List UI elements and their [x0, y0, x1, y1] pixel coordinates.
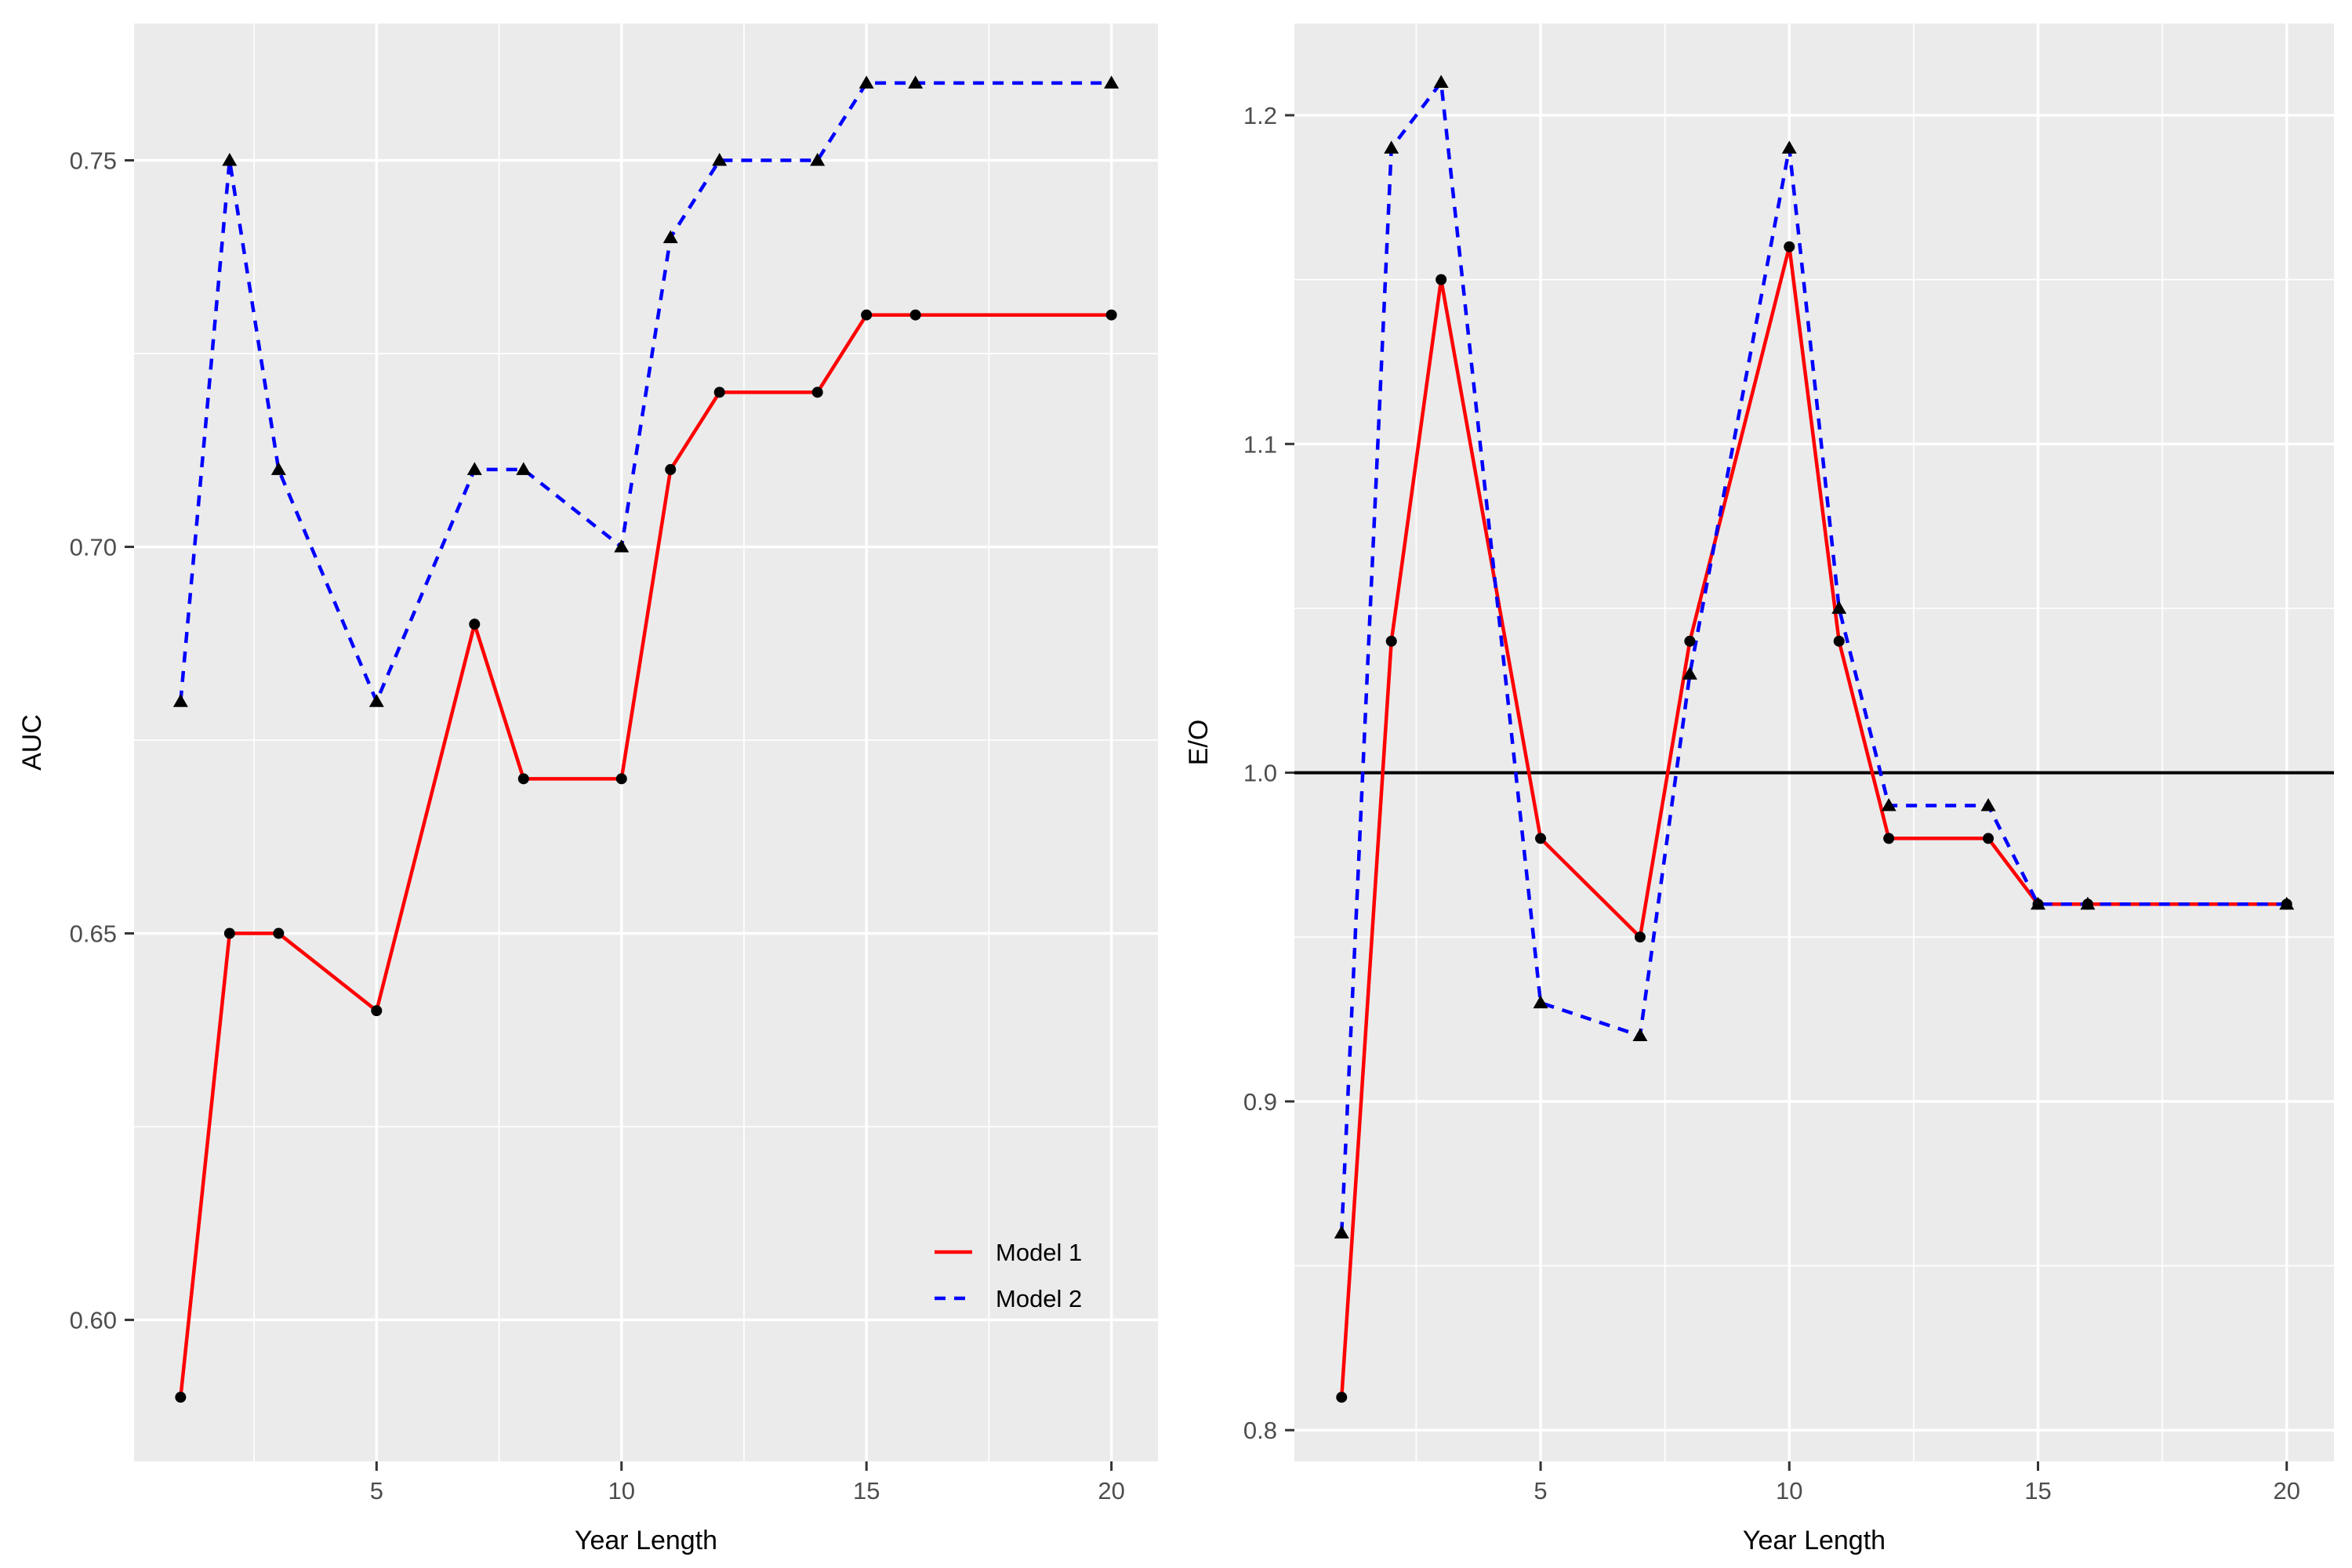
- legend: Model 1 Model 2: [935, 1239, 1082, 1312]
- data-point-triangle-model-2: [1334, 1225, 1349, 1239]
- data-point-triangle-model-2: [712, 153, 728, 166]
- data-point-circle-model-1: [1436, 274, 1447, 285]
- data-point-circle-model-1: [1535, 833, 1547, 844]
- y-tick-label: 1.2: [1243, 102, 1277, 129]
- data-point-circle-model-1: [469, 619, 481, 630]
- chart-left: 5 10 15 20 0.60 0.65 0.70 0.75 Year Length AUC Mod…: [17, 24, 1158, 1555]
- data-point-circle-model-1: [273, 927, 285, 939]
- x-tick-label: 5: [1534, 1477, 1547, 1504]
- y-axis-title: E/O: [1184, 720, 1214, 766]
- data-point-circle-model-1: [1833, 635, 1845, 647]
- legend-label-model2: Model 2: [996, 1285, 1082, 1312]
- data-point-triangle-model-2: [1831, 601, 1847, 614]
- data-point-triangle-model-2: [1682, 666, 1697, 680]
- data-point-circle-model-1: [909, 309, 921, 321]
- x-tick-label: 10: [608, 1477, 635, 1504]
- data-point-circle-model-1: [811, 387, 823, 398]
- x-tick-label: 15: [2024, 1477, 2051, 1504]
- data-point-triangle-model-2: [222, 153, 238, 166]
- data-point-circle-model-1: [223, 927, 235, 939]
- data-point-triangle-model-2: [466, 462, 482, 475]
- data-point-triangle-model-2: [2080, 896, 2096, 910]
- data-point-triangle-model-2: [662, 230, 678, 244]
- x-axis-title: Year Length: [575, 1526, 717, 1555]
- data-point-circle-model-1: [615, 773, 627, 785]
- data-point-circle-model-1: [1883, 833, 1895, 844]
- data-point-triangle-model-2: [2031, 896, 2046, 910]
- data-point-circle-model-1: [175, 1392, 187, 1403]
- data-point-circle-model-1: [1385, 635, 1397, 647]
- data-point-triangle-model-2: [1533, 995, 1548, 1009]
- data-point-triangle-model-2: [1104, 75, 1120, 89]
- x-tick-label: 20: [1098, 1477, 1124, 1504]
- data-point-triangle-model-2: [1632, 1028, 1648, 1042]
- y-tick-label: 0.70: [70, 534, 117, 561]
- legend-label-model1: Model 1: [996, 1239, 1082, 1266]
- data-point-triangle-model-2: [1781, 140, 1797, 154]
- data-point-triangle-model-2: [1433, 74, 1449, 89]
- data-point-triangle-model-2: [172, 694, 188, 707]
- data-point-triangle-model-2: [368, 694, 384, 707]
- x-tick-label: 15: [853, 1477, 880, 1504]
- y-tick-label: 0.9: [1243, 1088, 1277, 1116]
- x-tick-label: 10: [1776, 1477, 1802, 1504]
- x-axis-title: Year Length: [1743, 1526, 1886, 1555]
- data-point-circle-model-1: [1105, 309, 1117, 321]
- data-point-triangle-model-2: [1881, 798, 1896, 811]
- data-point-triangle-model-2: [1384, 140, 1399, 154]
- y-tick-label: 1.1: [1243, 430, 1277, 458]
- x-tick-label: 5: [370, 1477, 383, 1504]
- y-tick-label: 0.60: [70, 1307, 117, 1334]
- data-point-circle-model-1: [1983, 833, 1994, 844]
- plot-panel: [1294, 24, 2334, 1461]
- data-point-triangle-model-2: [810, 153, 826, 166]
- y-tick-label: 0.65: [70, 920, 117, 948]
- data-point-circle-model-1: [371, 1005, 383, 1017]
- data-point-triangle-model-2: [858, 75, 874, 89]
- data-point-circle-model-1: [861, 309, 873, 321]
- y-axis-title: AUC: [17, 714, 47, 771]
- y-tick-label: 1.0: [1243, 760, 1277, 787]
- data-point-circle-model-1: [1784, 241, 1795, 252]
- plot-panel: [134, 24, 1158, 1461]
- data-point-triangle-model-2: [908, 75, 924, 89]
- y-tick-label: 0.8: [1243, 1417, 1277, 1444]
- data-point-triangle-model-2: [2279, 896, 2295, 910]
- x-tick-label: 20: [2273, 1477, 2299, 1504]
- data-point-circle-model-1: [1336, 1392, 1348, 1403]
- data-point-triangle-model-2: [614, 539, 630, 553]
- data-point-circle-model-1: [1634, 931, 1646, 943]
- data-point-triangle-model-2: [270, 462, 286, 475]
- data-point-circle-model-1: [713, 387, 725, 398]
- chart-right: 5 10 15 20 0.8 0.9 1.0 1.1 1.2 Year Length E/O: [1184, 24, 2334, 1555]
- data-point-circle-model-1: [665, 463, 677, 475]
- data-point-circle-model-1: [1684, 635, 1696, 647]
- y-tick-label: 0.75: [70, 147, 117, 175]
- data-point-triangle-model-2: [516, 462, 532, 475]
- data-point-circle-model-1: [517, 773, 529, 785]
- data-point-triangle-model-2: [1980, 798, 1996, 811]
